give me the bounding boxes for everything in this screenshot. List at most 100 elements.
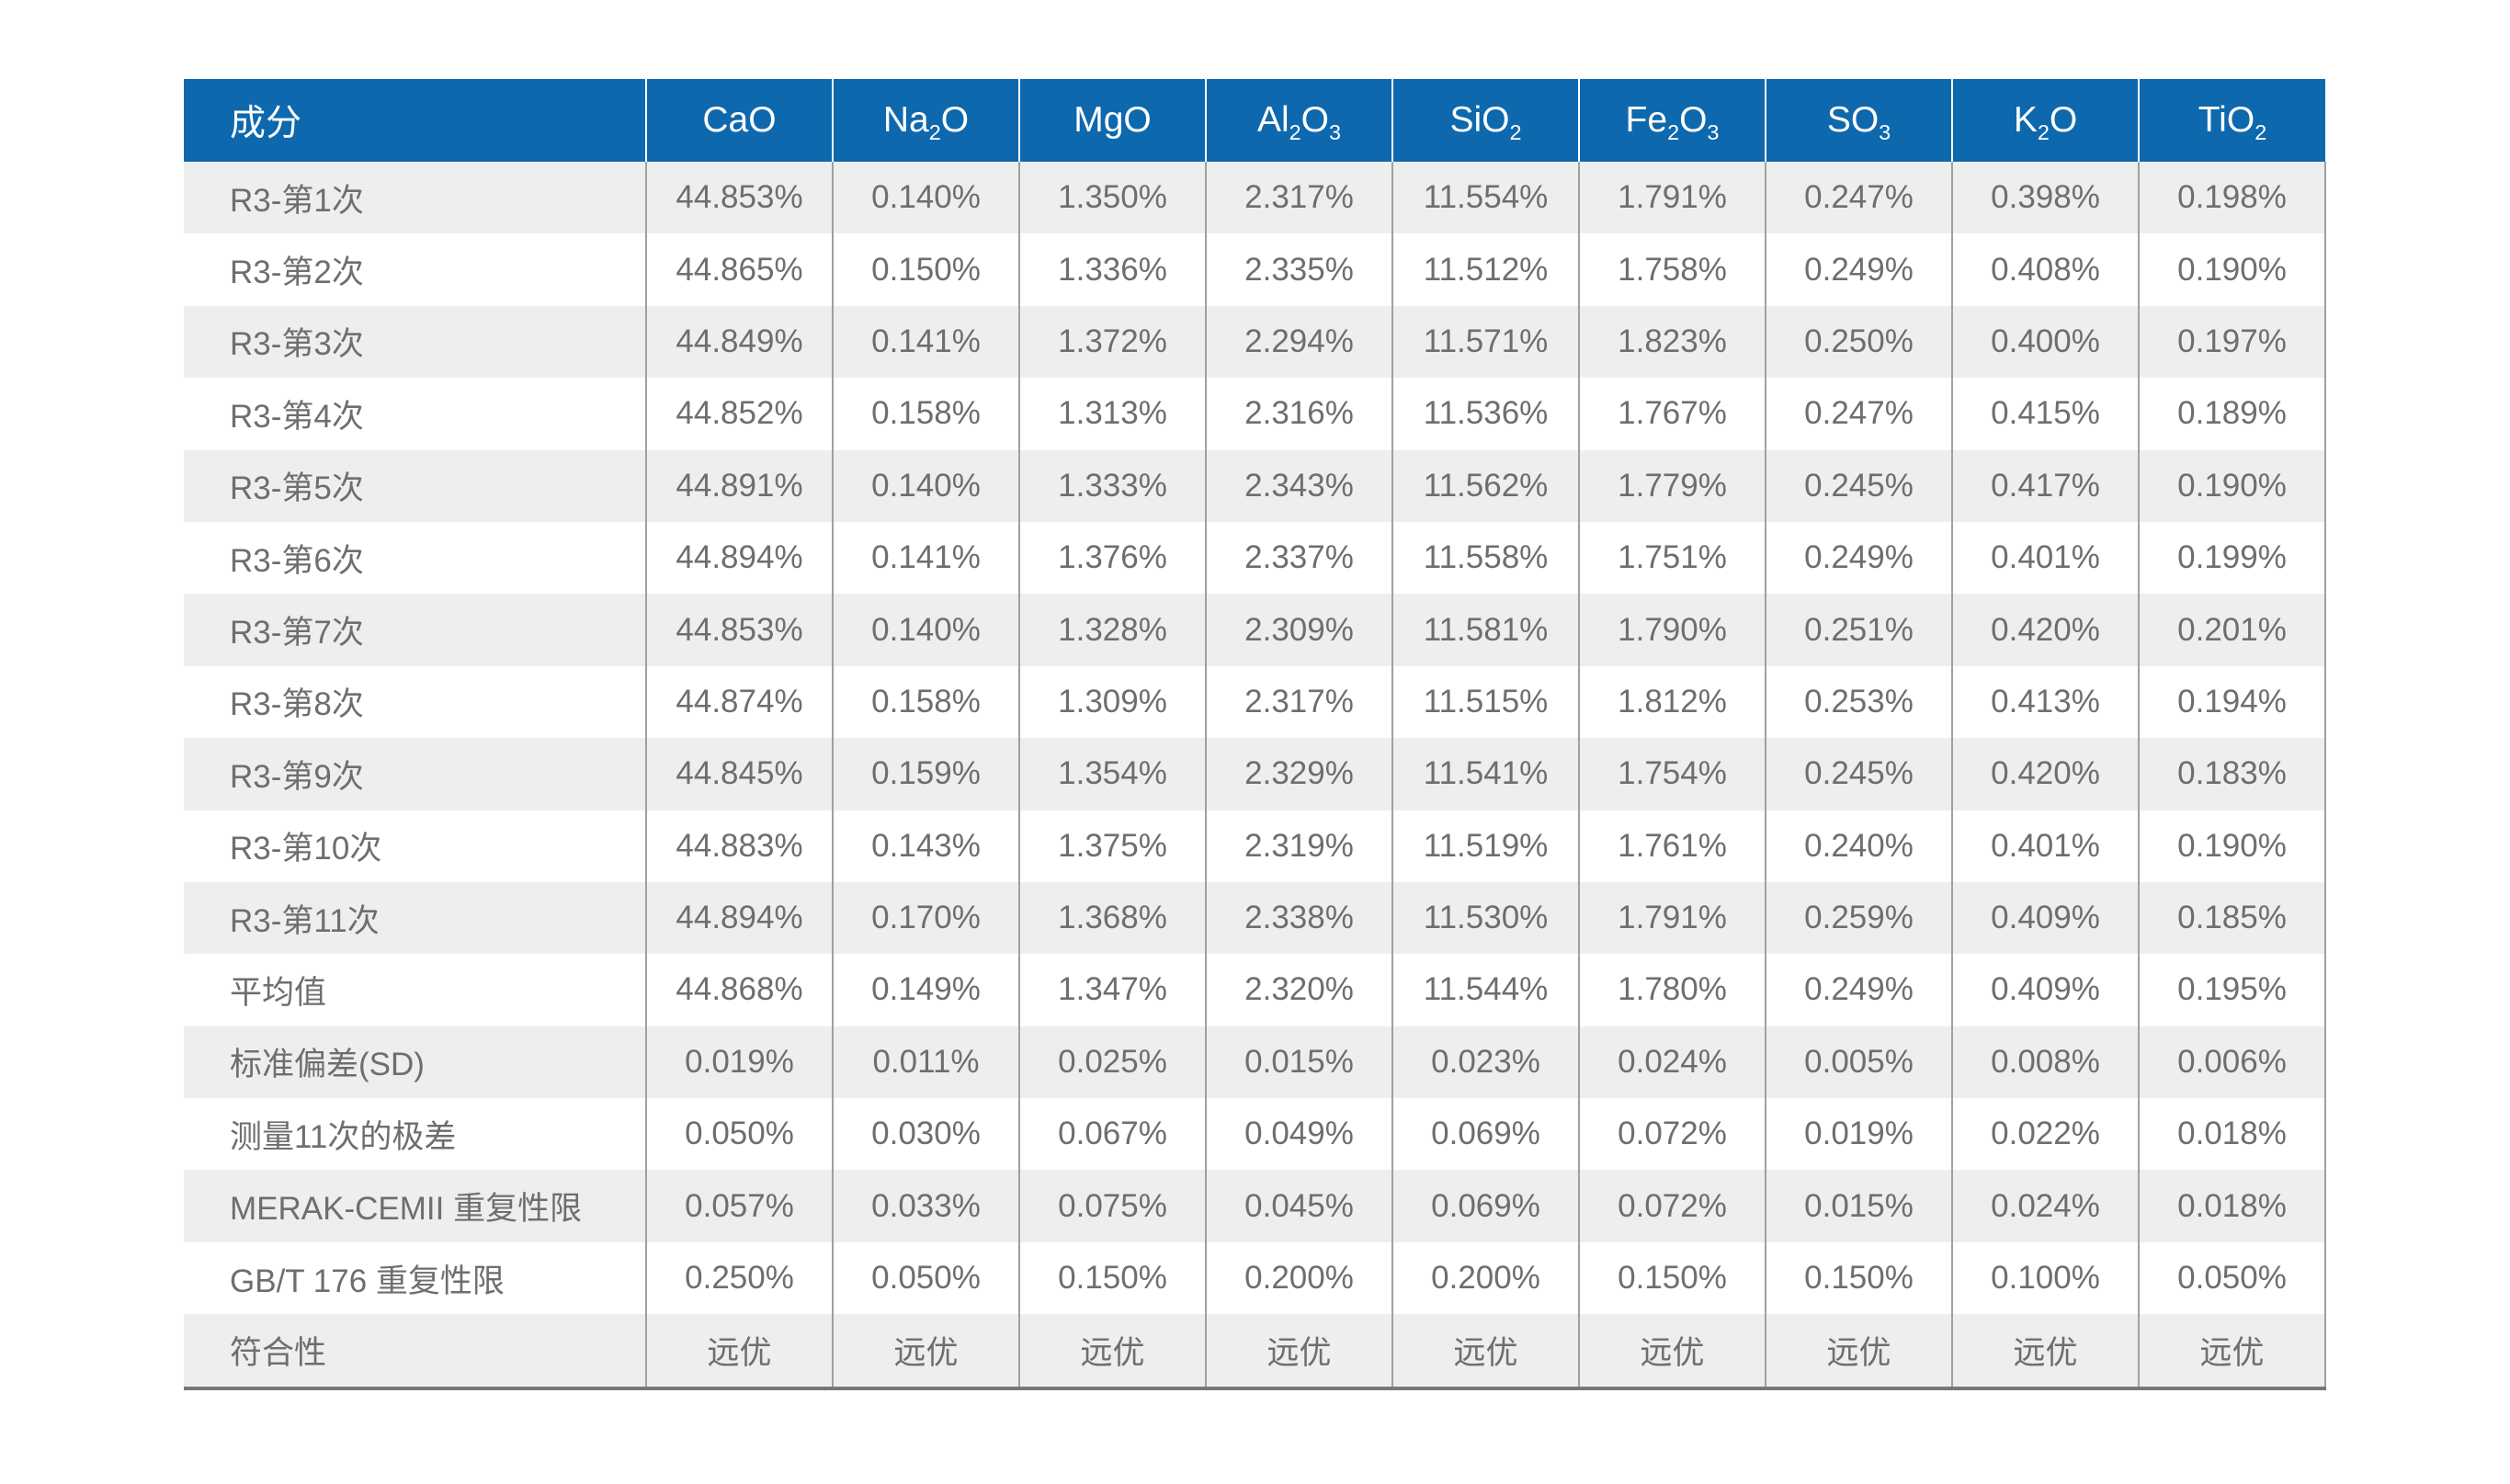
- value-cell: 11.544%: [1391, 954, 1579, 1026]
- table-row: R3-第8次 44.874% 0.158% 1.309% 2.317% 11.515% 1.…: [184, 665, 2326, 739]
- value-cell: 1.758%: [1578, 233, 1766, 306]
- subscript: 2: [2037, 119, 2050, 144]
- value-cell: 11.515%: [1391, 665, 1579, 739]
- row-label: R3-第8次: [230, 686, 364, 723]
- value-cell: 44.883%: [645, 810, 833, 882]
- value-cell: 0.019%: [1765, 1098, 1952, 1171]
- value-cell: 1.375%: [1018, 810, 1206, 882]
- row-label: MERAK-CEMII 重复性限: [184, 1170, 646, 1242]
- value-cell: 0.143%: [832, 810, 1019, 882]
- table-row: R3-第7次 44.853% 0.140% 1.328% 2.309% 11.581% 1.…: [184, 594, 2326, 666]
- value-cell: 0.075%: [1018, 1170, 1206, 1242]
- value-cell: 0.201%: [2138, 594, 2326, 666]
- value-cell: 11.558%: [1391, 521, 1579, 595]
- value-cell: 0.183%: [2138, 738, 2326, 810]
- subscript: 3: [1879, 119, 1891, 144]
- column-header-sio2: SiO2: [1391, 79, 1579, 162]
- value-cell: 0.240%: [1765, 810, 1952, 882]
- value-cell: 0.069%: [1391, 1098, 1579, 1171]
- value-cell: 1.767%: [1578, 378, 1766, 450]
- row-label: R3-第4次: [230, 398, 364, 435]
- subscript: 2: [1667, 119, 1680, 144]
- value-cell: 0.249%: [1765, 233, 1952, 306]
- value-cell: 0.170%: [832, 881, 1019, 955]
- value-cell: 0.023%: [1391, 1025, 1579, 1099]
- value-cell: 0.150%: [1578, 1241, 1766, 1315]
- value-cell: 11.571%: [1391, 305, 1579, 379]
- row-label: R3-第6次: [230, 542, 364, 579]
- value-cell: 2.316%: [1205, 378, 1392, 450]
- value-cell: 0.198%: [2138, 162, 2326, 234]
- value-cell: 0.140%: [832, 162, 1019, 234]
- value-cell: 0.005%: [1765, 1025, 1952, 1099]
- value-cell: 44.853%: [645, 162, 833, 234]
- value-cell: 1.333%: [1018, 449, 1206, 522]
- column-header-so3: SO3: [1765, 79, 1952, 162]
- value-cell: 11.530%: [1391, 881, 1579, 955]
- value-cell: 0.018%: [2138, 1170, 2326, 1242]
- value-cell: 远优: [2138, 1314, 2326, 1390]
- value-cell: 1.823%: [1578, 305, 1766, 379]
- value-cell: 11.581%: [1391, 594, 1579, 666]
- value-cell: 0.050%: [2138, 1241, 2326, 1315]
- value-cell: 0.251%: [1765, 594, 1952, 666]
- table-row: R3-第5次 44.891% 0.140% 1.333% 2.343% 11.562% 1.…: [184, 449, 2326, 522]
- value-cell: 0.149%: [832, 954, 1019, 1026]
- row-label: R3-第3次: [184, 305, 646, 379]
- value-cell: 44.849%: [645, 305, 833, 379]
- value-cell: 0.150%: [1765, 1241, 1952, 1315]
- value-cell: 0.022%: [1951, 1098, 2139, 1171]
- value-cell: 0.140%: [832, 594, 1019, 666]
- column-header-tio2: TiO2: [2138, 79, 2325, 162]
- value-cell: 11.536%: [1391, 378, 1579, 450]
- value-cell: 1.791%: [1578, 162, 1766, 234]
- table-row: R3-第11次 44.894% 0.170% 1.368% 2.338% 11.530% 1…: [184, 881, 2326, 955]
- table-row: R3-第3次 44.849% 0.141% 1.372% 2.294% 11.571% 1.…: [184, 305, 2326, 379]
- table-row: MERAK-CEMII 重复性限 0.057% 0.033% 0.075% 0.045%…: [184, 1170, 2326, 1242]
- composition-table-container: 成分 CaO Na2O MgO Al2O3 SiO2 Fe2O3 SO3 K2O TiO2 R3…: [184, 79, 2326, 1390]
- value-cell: 远优: [832, 1314, 1019, 1390]
- value-cell: 0.045%: [1205, 1170, 1392, 1242]
- table-row: R3-第2次 44.865% 0.150% 1.336% 2.335% 11.512% 1.…: [184, 233, 2326, 306]
- value-cell: 44.845%: [645, 738, 833, 810]
- value-cell: 1.313%: [1018, 378, 1206, 450]
- value-cell: 44.853%: [645, 594, 833, 666]
- value-cell: 0.141%: [832, 305, 1019, 379]
- value-cell: 0.200%: [1391, 1241, 1579, 1315]
- subscript: 3: [1329, 119, 1342, 144]
- table-row: R3-第9次 44.845% 0.159% 1.354% 2.329% 11.541% 1.…: [184, 738, 2326, 810]
- value-cell: 1.372%: [1018, 305, 1206, 379]
- value-cell: 0.195%: [2138, 954, 2326, 1026]
- table-row: 符合性 远优 远优 远优 远优 远优 远优 远优 远优 远优: [184, 1314, 2326, 1390]
- value-cell: 0.250%: [645, 1241, 833, 1315]
- value-cell: 0.249%: [1765, 954, 1952, 1026]
- subscript: 3: [1707, 119, 1720, 144]
- value-cell: 1.336%: [1018, 233, 1206, 306]
- table-row: R3-第4次 44.852% 0.158% 1.313% 2.316% 11.536% 1.…: [184, 378, 2326, 450]
- value-cell: 0.072%: [1578, 1170, 1766, 1242]
- value-cell: 0.033%: [832, 1170, 1019, 1242]
- header-row: 成分 CaO Na2O MgO Al2O3 SiO2 Fe2O3 SO3 K2O TiO2: [184, 79, 2325, 162]
- value-cell: 0.008%: [1951, 1025, 2139, 1099]
- value-cell: 0.245%: [1765, 738, 1952, 810]
- value-cell: 0.250%: [1765, 305, 1952, 379]
- value-cell: 0.408%: [1951, 233, 2139, 306]
- value-cell: 0.006%: [2138, 1025, 2326, 1099]
- value-cell: 1.779%: [1578, 449, 1766, 522]
- value-cell: 0.401%: [1951, 521, 2139, 595]
- value-cell: 44.891%: [645, 449, 833, 522]
- value-cell: 1.350%: [1018, 162, 1206, 234]
- value-cell: 0.189%: [2138, 378, 2326, 450]
- value-cell: 0.140%: [832, 449, 1019, 522]
- value-cell: 0.057%: [645, 1170, 833, 1242]
- value-cell: 0.019%: [645, 1025, 833, 1099]
- component-column-header: 成分: [184, 79, 646, 162]
- value-cell: 0.398%: [1951, 162, 2139, 234]
- value-cell: 0.024%: [1578, 1025, 1766, 1099]
- value-cell: 1.812%: [1578, 665, 1766, 739]
- value-cell: 0.015%: [1205, 1025, 1392, 1099]
- table-row: R3-第10次 44.883% 0.143% 1.375% 2.319% 11.519% 1…: [184, 810, 2326, 882]
- table-row: R3-第1次 44.853% 0.140% 1.350% 2.317% 11.554% 1.…: [184, 162, 2326, 234]
- value-cell: 2.337%: [1205, 521, 1392, 595]
- row-label: 平均值: [230, 974, 327, 1011]
